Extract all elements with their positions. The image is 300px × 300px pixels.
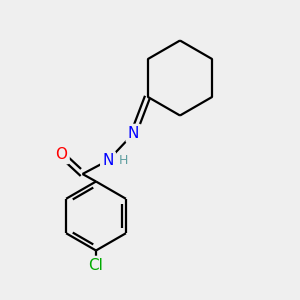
Text: H: H [119, 154, 128, 167]
Text: Cl: Cl [88, 258, 104, 273]
Text: O: O [56, 147, 68, 162]
Text: N: N [128, 126, 139, 141]
Text: N: N [102, 153, 114, 168]
